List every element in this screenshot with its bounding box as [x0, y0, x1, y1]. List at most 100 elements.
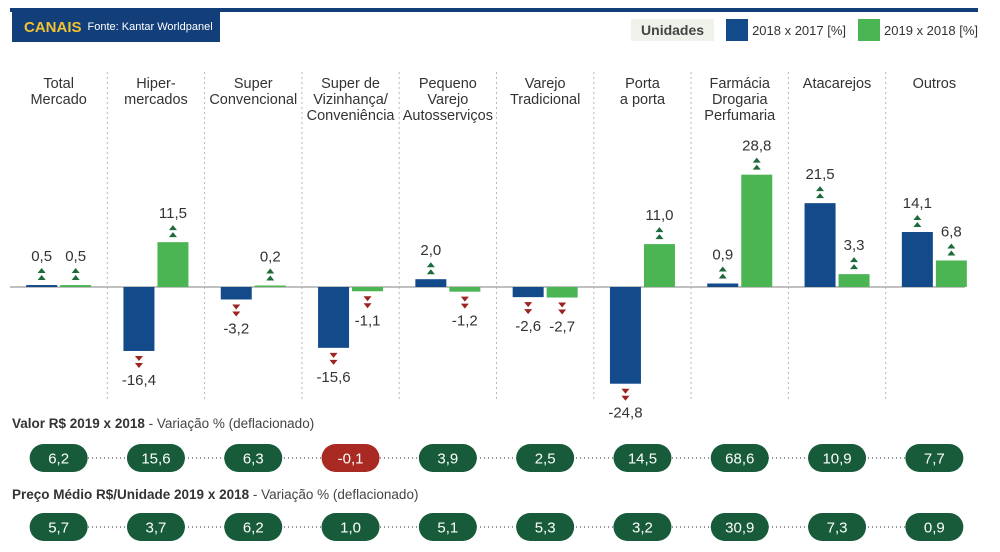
category-label: Autosserviços: [403, 108, 493, 124]
bar-value-label: -15,6: [316, 369, 350, 386]
bar-value-label: 11,5: [159, 205, 187, 222]
valor-pill: [808, 444, 867, 472]
up-arrow-icon: [947, 243, 956, 249]
down-arrow-icon: [232, 304, 241, 310]
bar-value-label: -2,7: [549, 319, 575, 336]
bar-value-label: 2,0: [420, 242, 441, 259]
up-arrow-icon: [655, 227, 664, 233]
preco-label-bold: Preço Médio R$/Unidade 2019 x 2018: [12, 487, 250, 502]
bar-value-label: -2,6: [515, 318, 541, 335]
category-label: Super: [234, 76, 273, 92]
valor-pill: [126, 444, 185, 472]
category-label: Super de: [321, 76, 380, 92]
source-note: Fonte: Kantar Worldpanel: [87, 21, 213, 33]
bar-2018: [512, 287, 544, 298]
preco-pill: [516, 513, 575, 541]
bar-2019: [60, 285, 92, 287]
up-arrow-icon: [655, 234, 664, 240]
category-label: Hiper-: [136, 76, 176, 92]
preco-pill-value: 7,3: [827, 520, 848, 537]
up-arrow-icon: [71, 268, 80, 274]
category-label: mercados: [124, 92, 188, 108]
category-label: Pequeno: [419, 76, 477, 92]
category-label: Varejo: [525, 76, 566, 92]
bar-2019: [546, 287, 578, 298]
category-label: Porta: [625, 76, 661, 92]
bar-value-label: 14,1: [903, 195, 932, 212]
category-label: Perfumaria: [704, 108, 776, 124]
down-arrow-icon: [363, 296, 372, 302]
legend-swatch-2019: [858, 19, 881, 41]
bar-2018: [220, 287, 252, 300]
bar-value-label: 6,8: [941, 223, 962, 240]
up-arrow-icon: [168, 225, 177, 231]
legend-item-2018: 2018 x 2017 [%]: [726, 19, 846, 41]
down-arrow-icon: [460, 303, 469, 309]
up-arrow-icon: [816, 186, 825, 192]
category-label: Conveniência: [307, 108, 396, 124]
preco-pill-value: 3,7: [146, 520, 167, 537]
legend-item-2019: 2019 x 2018 [%]: [858, 19, 978, 41]
bar-2018: [26, 285, 58, 287]
up-arrow-icon: [913, 222, 922, 228]
bar-value-label: 3,3: [844, 237, 865, 254]
bar-value-label: 11,0: [645, 207, 673, 224]
valor-pill-value: 10,9: [822, 451, 851, 468]
category-label: Mercado: [30, 92, 86, 108]
preco-pill: [224, 513, 283, 541]
preco-pill: [710, 513, 769, 541]
preco-label-rest: - Variação % (deflacionado): [249, 487, 419, 502]
down-arrow-icon: [134, 362, 143, 368]
preco-pill-value: 5,3: [535, 520, 556, 537]
bar-value-label: 21,5: [805, 166, 834, 183]
category-label: Convencional: [209, 92, 297, 108]
down-arrow-icon: [524, 309, 533, 315]
category-label: Outros: [913, 76, 957, 92]
valor-label-rest: - Variação % (deflacionado): [144, 416, 315, 431]
bar-2019: [935, 260, 967, 287]
down-arrow-icon: [460, 296, 469, 302]
preco-pill-value: 30,9: [725, 520, 754, 537]
up-arrow-icon: [718, 266, 727, 272]
category-label: Varejo: [427, 92, 468, 108]
up-arrow-icon: [850, 257, 859, 263]
up-arrow-icon: [71, 275, 80, 281]
valor-pill-value: 2,5: [535, 451, 556, 468]
bar-2018: [318, 287, 350, 348]
preco-pill: [29, 513, 88, 541]
legend-label-2019: 2019 x 2018 [%]: [884, 22, 978, 38]
up-arrow-icon: [947, 250, 956, 256]
preco-pill: [418, 513, 477, 541]
valor-pill: [418, 444, 477, 472]
preco-pill-value: 5,1: [437, 520, 458, 537]
preco-pill-value: 3,2: [632, 520, 653, 537]
bar-value-label: 0,9: [712, 246, 733, 263]
preco-pill-value: 5,7: [48, 520, 69, 537]
valor-pill-value: 68,6: [725, 451, 754, 468]
up-arrow-icon: [850, 264, 859, 270]
top-rule: [10, 8, 978, 12]
bar-value-label: -16,4: [122, 372, 156, 389]
valor-pill: [710, 444, 769, 472]
bar-value-label: 0,5: [31, 248, 52, 265]
bar-2019: [157, 242, 189, 287]
preco-pill: [905, 513, 964, 541]
preco-pill: [126, 513, 185, 541]
bar-2018: [901, 232, 933, 287]
category-label: Drogaria: [712, 92, 769, 108]
up-arrow-icon: [266, 275, 275, 281]
preco-row-label: Preço Médio R$/Unidade 2019 x 2018 - Var…: [12, 487, 418, 502]
bar-value-label: 0,2: [260, 249, 281, 266]
up-arrow-icon: [752, 164, 761, 170]
down-arrow-icon: [524, 302, 533, 308]
legend: Unidades 2018 x 2017 [%] 2019 x 2018 [%]: [631, 18, 978, 42]
valor-pill: [321, 444, 380, 472]
bar-2018: [123, 287, 155, 351]
down-arrow-icon: [232, 311, 241, 317]
bar-2019: [449, 287, 481, 292]
up-arrow-icon: [168, 232, 177, 238]
up-arrow-icon: [37, 268, 46, 274]
category-label: Atacarejos: [803, 76, 872, 92]
category-label: a porta: [620, 92, 666, 108]
